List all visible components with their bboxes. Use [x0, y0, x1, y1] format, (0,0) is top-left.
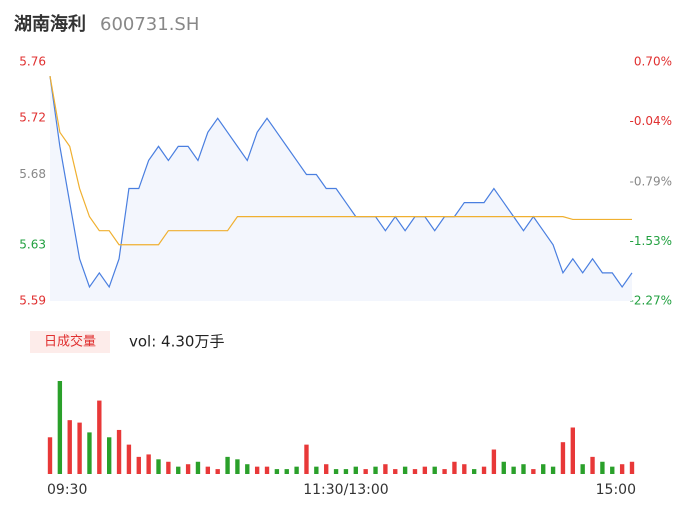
volume-bar [57, 381, 63, 474]
volume-bar [393, 469, 398, 474]
volume-bar [264, 466, 270, 474]
volume-bar [363, 469, 368, 474]
volume-bar [324, 464, 329, 474]
volume-bar [412, 469, 418, 474]
volume-bar [333, 469, 339, 474]
volume-bar [304, 444, 309, 474]
y-tick-label: 5.76 [19, 55, 46, 69]
average-line [49, 75, 632, 246]
volume-bar [610, 466, 615, 474]
volume-bar [294, 466, 299, 474]
volume-bar [501, 461, 506, 474]
volume-bar [176, 466, 181, 474]
volume-bar [531, 469, 536, 474]
x-tick-label: 11:30/13:00 [303, 482, 388, 498]
volume-bar [343, 469, 349, 474]
y2-tick-label: -1.53% [630, 234, 672, 248]
volume-bar [580, 464, 585, 474]
volume-bar [245, 464, 250, 474]
volume-bar [521, 464, 526, 474]
volume-bar [156, 459, 161, 474]
x-tick-label: 09:30 [47, 482, 87, 498]
volume-bar [600, 461, 605, 474]
volume-bar [166, 461, 171, 474]
volume-bar [274, 469, 280, 474]
volume-bar [284, 469, 289, 474]
volume-bar [87, 432, 92, 474]
volume-bar [373, 466, 378, 474]
volume-bar [136, 456, 141, 474]
volume-bar [77, 422, 82, 474]
volume-label: vol: 4.30万手 [129, 333, 224, 351]
volume-bar [432, 466, 437, 474]
volume-bar [146, 454, 151, 474]
volume-bar [570, 427, 575, 474]
y-tick-label: 5.63 [19, 237, 46, 251]
volume-bar [195, 461, 201, 474]
y-tick-label: 5.72 [19, 111, 46, 125]
y-tick-label: 5.59 [19, 294, 46, 308]
y-tick-label: 5.68 [19, 167, 46, 181]
volume-bar [590, 456, 595, 474]
volume-bar [619, 464, 625, 474]
volume-bar [383, 464, 388, 474]
volume-bar [629, 461, 635, 474]
volume-bar [116, 429, 122, 474]
volume-bar [402, 466, 408, 474]
volume-bar [215, 469, 220, 474]
legend-box [30, 331, 110, 353]
volume-bar [481, 466, 487, 474]
volume-bar [560, 442, 566, 474]
x-tick-label: 15:00 [596, 482, 636, 498]
volume-bar [471, 469, 477, 474]
volume-bar [47, 437, 53, 474]
y2-tick-label: -0.79% [630, 174, 672, 188]
price-line [49, 75, 633, 289]
volume-legend: 日成交量 [44, 334, 96, 350]
volume-bar [550, 466, 556, 474]
volume-bar [353, 466, 358, 474]
y2-tick-label: -0.04% [630, 114, 672, 128]
y2-tick-label: 0.70% [634, 55, 672, 69]
volume-bar [511, 466, 516, 474]
chart-title: 湖南海利 [14, 13, 86, 35]
stock-code: 600731.SH [100, 14, 199, 35]
volume-bar [97, 400, 102, 474]
volume-bar [107, 437, 112, 474]
volume-bar [235, 459, 240, 474]
y2-tick-label: -2.27% [630, 294, 672, 308]
volume-bar [442, 469, 447, 474]
volume-bar [422, 466, 428, 474]
volume-bar [126, 444, 132, 474]
volume-bar [205, 466, 211, 474]
volume-bar [185, 464, 191, 474]
volume-bar [225, 456, 230, 474]
volume-bar [254, 466, 260, 474]
volume-bar [491, 449, 497, 474]
volume-bar [452, 461, 457, 474]
price-area [50, 76, 632, 301]
volume-bar [541, 464, 546, 474]
volume-bar [314, 466, 319, 474]
volume-bar [462, 464, 467, 474]
volume-bar [67, 420, 72, 474]
